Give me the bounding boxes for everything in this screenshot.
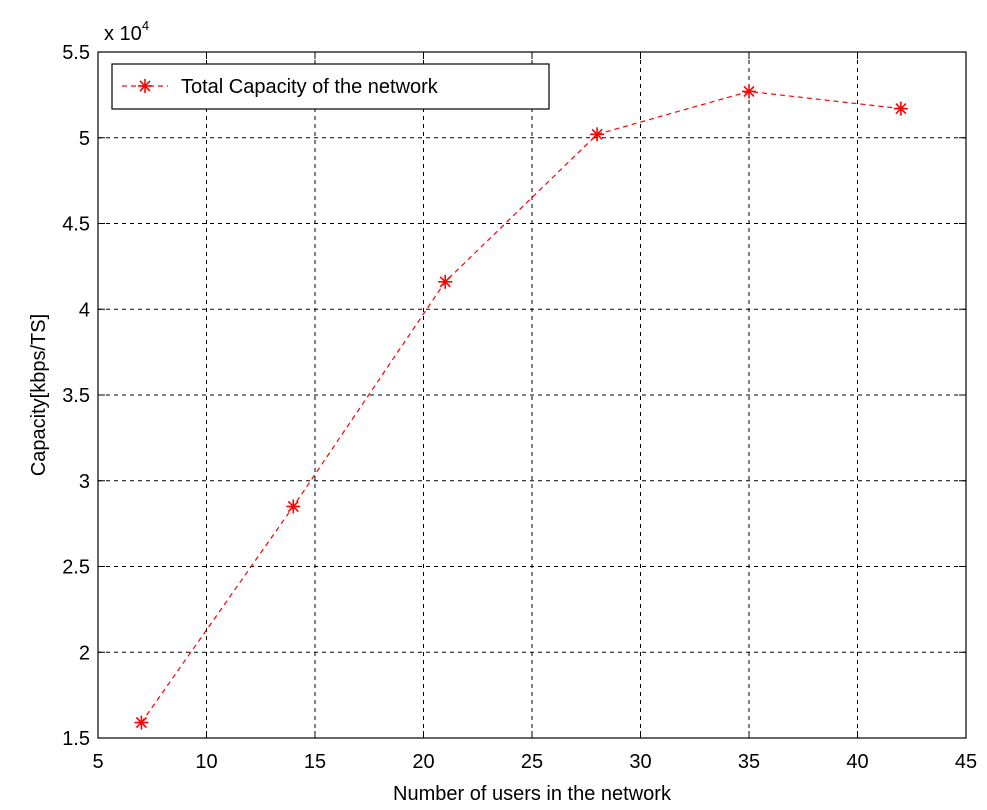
y-tick-label: 4.5	[62, 214, 90, 236]
series-line	[140, 90, 901, 723]
grid	[98, 52, 966, 738]
y-tick-label: 3.5	[62, 385, 90, 407]
x-tick-label: 15	[304, 751, 326, 773]
x-tick-label: 40	[846, 751, 868, 773]
y-tick-label: 5.5	[62, 42, 90, 64]
x-tick-label: 5	[92, 751, 103, 773]
x-tick-label: 10	[195, 751, 217, 773]
y-tick-label: 5	[79, 128, 90, 150]
marker-stroke	[287, 500, 299, 513]
legend-marker	[138, 79, 152, 93]
y-scale-exponent: x 104	[104, 18, 149, 45]
marker-stroke	[895, 102, 907, 115]
x-tick-label: 20	[412, 751, 434, 773]
y-scale-exponent-power: 4	[142, 18, 149, 33]
ticks: 5 10 15 20 25 30 35 40 45 1.5 2 2.5 3 3.5 4 4.5 5 5.5	[62, 42, 977, 773]
legend-entry-label: Total Capacity of the network	[181, 76, 439, 98]
x-axis-label: Number of users in the network	[393, 783, 672, 805]
marker-stroke	[591, 128, 603, 140]
legend-star-icon	[138, 79, 152, 93]
y-axis-label: Capacity[kbps/TS]	[28, 314, 50, 476]
data-point	[134, 715, 149, 730]
x-tick-label: 35	[738, 751, 760, 773]
y-tick-label: 2.5	[62, 557, 90, 579]
x-tick-label: 30	[629, 751, 651, 773]
marker-stroke	[139, 80, 151, 92]
x-tick-label: 25	[521, 751, 543, 773]
data-point	[893, 101, 908, 116]
data-point	[438, 274, 453, 289]
data-point	[286, 499, 301, 514]
marker-stroke	[743, 85, 755, 98]
x-tick-label: 45	[955, 751, 977, 773]
y-scale-exponent-prefix: x 10	[104, 23, 142, 45]
y-tick-label: 4	[79, 299, 90, 321]
legend: Total Capacity of the network	[111, 63, 550, 110]
legend-box	[111, 63, 550, 110]
series-layer	[134, 84, 908, 730]
y-tick-label: 3	[79, 471, 90, 493]
marker-stroke	[135, 716, 148, 729]
y-tick-label: 2	[79, 642, 90, 664]
data-point	[590, 127, 605, 142]
data-point	[742, 84, 756, 99]
marker-stroke	[439, 276, 451, 288]
y-tick-label: 1.5	[62, 728, 90, 750]
